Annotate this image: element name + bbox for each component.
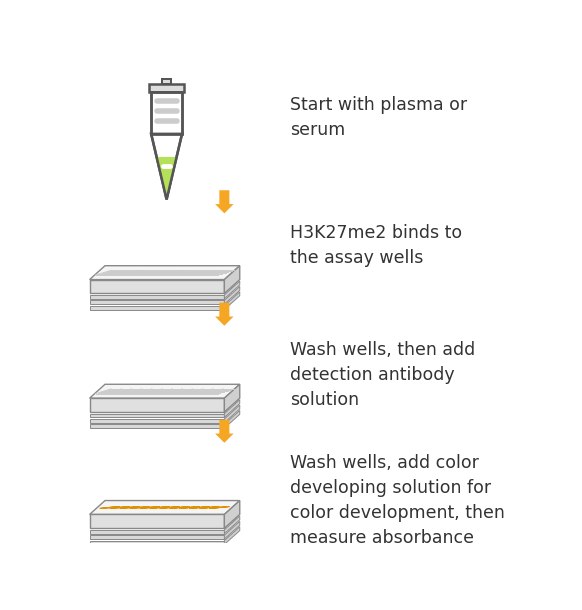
FancyBboxPatch shape [162, 79, 171, 84]
Polygon shape [224, 411, 240, 428]
Polygon shape [224, 281, 240, 299]
Polygon shape [157, 157, 176, 199]
Text: Wash wells, add color
developing solution for
color development, then
measure ab: Wash wells, add color developing solutio… [290, 454, 505, 547]
Polygon shape [90, 414, 224, 417]
Bar [151, 92, 182, 134]
Polygon shape [151, 134, 182, 199]
Polygon shape [224, 526, 240, 545]
Polygon shape [90, 384, 240, 398]
Polygon shape [90, 514, 224, 528]
Text: Wash wells, then add
detection antibody
solution: Wash wells, then add detection antibody … [290, 341, 475, 409]
Polygon shape [224, 522, 240, 539]
Polygon shape [90, 535, 224, 539]
Polygon shape [224, 266, 240, 293]
Polygon shape [90, 419, 224, 423]
Bar [149, 84, 184, 92]
Text: Start with plasma or
serum: Start with plasma or serum [290, 96, 467, 139]
Polygon shape [224, 405, 240, 423]
Polygon shape [90, 398, 224, 412]
Polygon shape [224, 501, 240, 528]
Polygon shape [90, 306, 224, 310]
Text: H3K27me2 binds to
the assay wells: H3K27me2 binds to the assay wells [290, 224, 462, 267]
Polygon shape [224, 384, 240, 412]
Polygon shape [90, 501, 240, 514]
Polygon shape [90, 300, 224, 304]
Polygon shape [224, 400, 240, 417]
Polygon shape [224, 516, 240, 534]
Polygon shape [215, 420, 233, 443]
Polygon shape [90, 425, 224, 428]
Polygon shape [90, 266, 240, 279]
Polygon shape [90, 540, 224, 545]
Polygon shape [90, 530, 224, 534]
Polygon shape [90, 295, 224, 299]
Polygon shape [215, 190, 233, 213]
Polygon shape [215, 303, 233, 326]
Polygon shape [224, 287, 240, 304]
Polygon shape [90, 279, 224, 293]
Bar [151, 92, 182, 134]
Polygon shape [224, 292, 240, 310]
